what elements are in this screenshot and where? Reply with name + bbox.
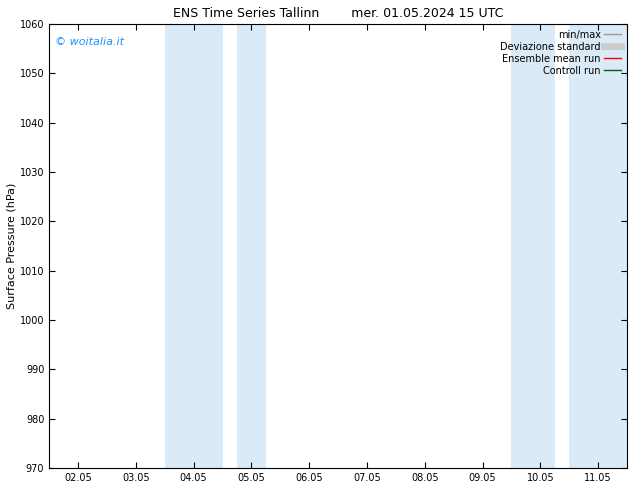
Bar (165, 24, 223, 468)
Y-axis label: Surface Pressure (hPa): Surface Pressure (hPa) (7, 183, 17, 309)
Bar (237, 24, 266, 468)
Legend: min/max, Deviazione standard, Ensemble mean run, Controll run: min/max, Deviazione standard, Ensemble m… (496, 26, 625, 79)
Bar (512, 24, 555, 468)
Text: © woitalia.it: © woitalia.it (55, 37, 124, 47)
Title: ENS Time Series Tallinn        mer. 01.05.2024 15 UTC: ENS Time Series Tallinn mer. 01.05.2024 … (173, 7, 503, 20)
Bar (569, 24, 627, 468)
